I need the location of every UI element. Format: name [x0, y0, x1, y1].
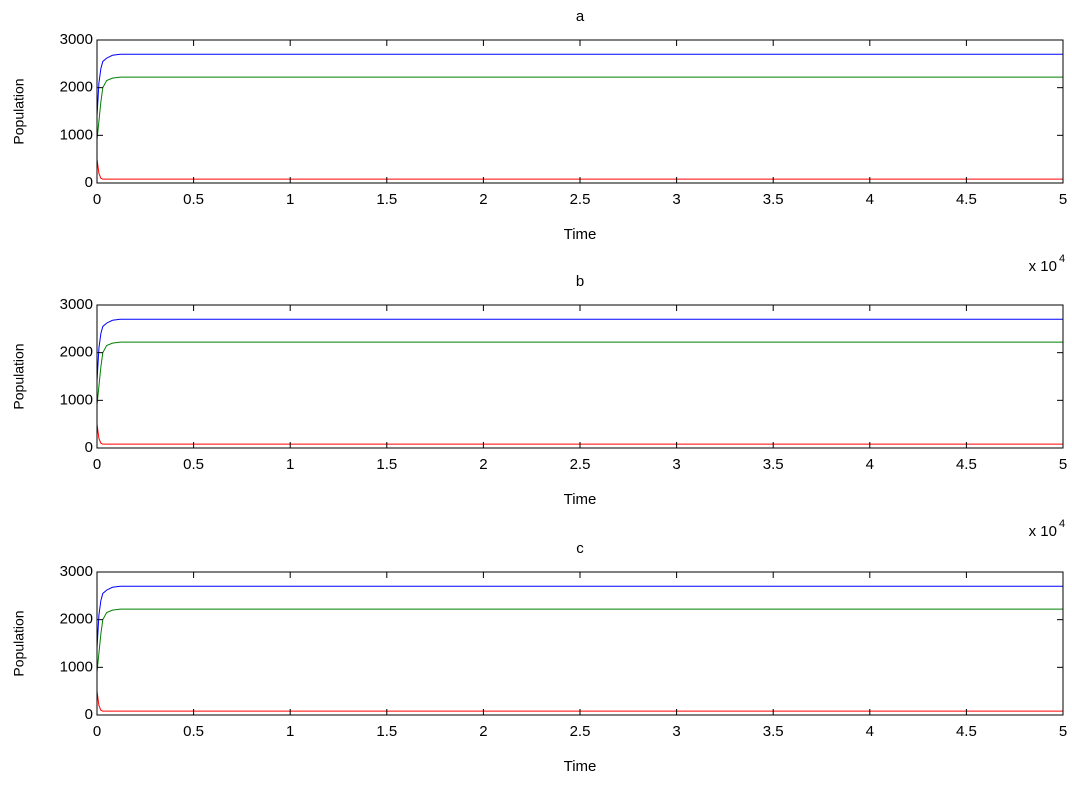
x-tick-label: 0.5	[183, 723, 204, 740]
x-tick-label: 1	[286, 723, 294, 740]
x-tick-label: 4.5	[956, 723, 977, 740]
x-tick-label: 5	[1059, 191, 1067, 208]
x-tick-label: 0	[93, 723, 101, 740]
y-tick-label: 1000	[60, 126, 93, 143]
plot-area	[97, 40, 1063, 183]
x-tick-label: 5	[1059, 723, 1067, 740]
x-tick-label: 2.5	[570, 456, 591, 473]
y-tick-label: 1000	[60, 391, 93, 408]
x-axis-label: Time	[564, 758, 597, 775]
x-tick-label: 0	[93, 456, 101, 473]
x-tick-label: 0	[93, 191, 101, 208]
x-tick-label: 0.5	[183, 456, 204, 473]
x-tick-label: 2	[479, 191, 487, 208]
y-tick-label: 1000	[60, 658, 93, 675]
x-tick-label: 1	[286, 191, 294, 208]
figure: a00.511.522.533.544.550100020003000TimeP…	[0, 0, 1072, 785]
x-tick-label: 3.5	[763, 723, 784, 740]
x-tick-label: 3	[672, 723, 680, 740]
y-tick-label: 0	[85, 174, 93, 191]
x-tick-label: 0.5	[183, 191, 204, 208]
x-tick-label: 3.5	[763, 456, 784, 473]
y-tick-label: 0	[85, 439, 93, 456]
y-tick-label: 3000	[60, 563, 93, 580]
plot-area	[97, 305, 1063, 448]
x-tick-label: 2.5	[570, 723, 591, 740]
x-tick-label: 3.5	[763, 191, 784, 208]
x-tick-label: 4.5	[956, 456, 977, 473]
x-tick-label: 4	[866, 191, 874, 208]
x-tick-label: 5	[1059, 456, 1067, 473]
x-scale-exponent: 4	[1059, 253, 1065, 265]
x-tick-label: 1.5	[376, 456, 397, 473]
page: {"chart_data": [ {"type": "line", "title…	[0, 0, 1072, 785]
x-tick-label: 2.5	[570, 191, 591, 208]
x-scale-base: x 10	[1029, 258, 1057, 275]
x-tick-label: 4	[866, 456, 874, 473]
y-tick-label: 3000	[60, 31, 93, 48]
x-axis-label: Time	[564, 226, 597, 243]
y-axis-label: Population	[11, 78, 27, 144]
y-tick-label: 2000	[60, 344, 93, 361]
x-tick-label: 2	[479, 723, 487, 740]
x-tick-label: 3	[672, 191, 680, 208]
plot-area	[97, 572, 1063, 715]
x-axis-label: Time	[564, 491, 597, 508]
subplot-title: c	[576, 540, 584, 557]
x-tick-label: 1.5	[376, 723, 397, 740]
x-scale-base: x 10	[1029, 523, 1057, 540]
y-axis-label: Population	[11, 343, 27, 409]
subplot-title: a	[576, 8, 585, 25]
y-tick-label: 2000	[60, 611, 93, 628]
y-axis-label: Population	[11, 610, 27, 676]
x-tick-label: 4.5	[956, 191, 977, 208]
x-tick-label: 2	[479, 456, 487, 473]
x-tick-label: 3	[672, 456, 680, 473]
y-tick-label: 2000	[60, 79, 93, 96]
y-tick-label: 0	[85, 706, 93, 723]
subplot-title: b	[576, 273, 584, 290]
x-tick-label: 1.5	[376, 191, 397, 208]
x-tick-label: 4	[866, 723, 874, 740]
y-tick-label: 3000	[60, 296, 93, 313]
x-scale-exponent: 4	[1059, 518, 1065, 530]
x-tick-label: 1	[286, 456, 294, 473]
